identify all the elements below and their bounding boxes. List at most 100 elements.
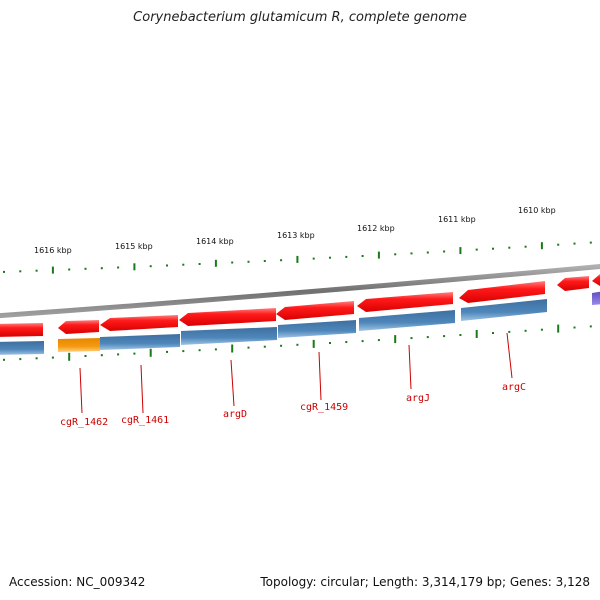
inner-minor-tick	[280, 344, 283, 347]
outer-minor-tick	[508, 246, 511, 249]
outer-minor-tick	[361, 255, 364, 257]
outer-major-tick	[459, 247, 462, 255]
gene-forward-3[interactable]	[100, 315, 178, 331]
accession-text: Accession: NC_009342	[9, 575, 146, 589]
inner-minor-tick	[426, 336, 429, 339]
inner-minor-tick	[377, 339, 380, 342]
inner-minor-tick	[263, 345, 266, 348]
outer-major-tick	[214, 259, 217, 267]
inner-major-tick	[231, 344, 234, 353]
gene-forward-6[interactable]	[357, 292, 453, 312]
inner-minor-tick	[214, 348, 217, 351]
inner-major-tick	[312, 339, 315, 348]
inner-minor-tick	[524, 329, 527, 332]
outer-minor-tick	[68, 268, 71, 271]
inner-minor-tick	[133, 352, 136, 355]
gene-other-1[interactable]	[592, 291, 600, 305]
gene-forward-9[interactable]	[592, 273, 600, 286]
scale-label-1611: 1611 kbp	[438, 215, 476, 224]
outer-major-tick	[377, 251, 380, 259]
outer-major-tick	[296, 255, 299, 263]
outer-minor-tick	[443, 250, 446, 253]
inner-minor-tick	[508, 330, 511, 333]
gene-label-cgR-1459: cgR_1459	[300, 402, 348, 413]
inner-scale-ticks	[3, 324, 592, 361]
outer-minor-tick	[84, 267, 87, 270]
gene-label-cgR-1462: cgR_1462	[60, 417, 108, 428]
gene-argJ[interactable]	[359, 310, 455, 331]
outer-minor-tick	[557, 243, 560, 246]
gene-label-argD: argD	[223, 409, 247, 420]
gene-cgR-1459[interactable]	[278, 320, 356, 338]
inner-minor-tick	[198, 349, 201, 352]
outer-minor-tick	[198, 263, 201, 265]
outer-minor-tick	[3, 270, 5, 273]
outer-minor-tick	[426, 251, 429, 254]
outer-minor-tick	[100, 267, 103, 270]
inner-major-tick	[557, 324, 560, 333]
inner-minor-tick	[100, 354, 103, 357]
outer-minor-tick	[166, 264, 168, 267]
outer-minor-tick	[475, 248, 478, 251]
gene-cgR-1462[interactable]	[58, 338, 100, 352]
inner-minor-tick	[361, 340, 364, 343]
inner-major-tick	[149, 348, 152, 357]
inner-minor-tick	[117, 353, 120, 356]
outer-minor-tick	[182, 263, 185, 266]
inner-minor-tick	[3, 358, 5, 361]
gene-forward-4[interactable]	[179, 308, 276, 326]
scale-label-1613: 1613 kbp	[277, 231, 315, 240]
inner-minor-tick	[459, 334, 462, 336]
inner-minor-tick	[51, 356, 54, 359]
inner-minor-tick	[443, 335, 446, 338]
inner-minor-tick	[35, 357, 38, 360]
scale-label-1610: 1610 kbp	[518, 206, 556, 215]
gene-label-cgR-1461: cgR_1461	[121, 415, 169, 426]
outer-minor-tick	[247, 260, 250, 263]
genome-backbone	[0, 263, 600, 319]
gene-forward-8[interactable]	[557, 276, 589, 291]
outer-minor-tick	[573, 242, 576, 245]
inner-minor-tick	[19, 358, 22, 361]
outer-minor-tick	[231, 261, 234, 264]
gene-forward-5[interactable]	[276, 301, 354, 320]
genome-summary-text: Topology: circular; Length: 3,314,179 bp…	[260, 575, 590, 589]
inner-minor-tick	[329, 342, 331, 344]
inner-minor-tick	[492, 332, 494, 334]
gene-argC[interactable]	[461, 299, 547, 321]
outer-minor-tick	[394, 253, 397, 256]
inner-minor-tick	[84, 355, 87, 357]
forward-strand-genes	[0, 273, 600, 337]
gene-labels: cgR_1462 cgR_1461 argD cgR_1459 argJ arg…	[60, 382, 526, 428]
outer-major-tick	[133, 263, 136, 271]
gene-forward-2[interactable]	[58, 320, 99, 334]
map-title: Corynebacterium glutamicum R, complete g…	[133, 10, 467, 25]
outer-major-tick	[51, 266, 54, 274]
outer-minor-tick	[589, 241, 592, 244]
gene-label-argJ: argJ	[406, 393, 430, 404]
inner-minor-tick	[345, 341, 348, 343]
outer-minor-tick	[492, 247, 494, 250]
outer-minor-tick	[149, 265, 152, 268]
outer-minor-tick	[329, 256, 331, 259]
gene-argD[interactable]	[181, 327, 277, 345]
inner-minor-tick	[166, 350, 168, 353]
gene-reverse-1[interactable]	[0, 341, 44, 355]
gene-label-leaders	[79, 332, 513, 414]
outer-scale-ticks	[3, 241, 592, 274]
gene-forward-1[interactable]	[0, 323, 43, 337]
inner-minor-tick	[247, 346, 250, 349]
scale-labels: 1616 kbp 1615 kbp 1614 kbp 1613 kbp 1612…	[34, 206, 556, 255]
inner-minor-tick	[573, 326, 576, 329]
inner-major-tick	[394, 335, 397, 344]
gene-cgR-1461[interactable]	[100, 334, 180, 350]
reverse-strand-genes	[0, 291, 600, 355]
gene-forward-7[interactable]	[459, 281, 545, 303]
scale-label-1616: 1616 kbp	[34, 246, 72, 255]
outer-minor-tick	[410, 252, 413, 255]
outer-minor-tick	[35, 269, 38, 272]
scale-label-1612: 1612 kbp	[357, 224, 395, 233]
outer-minor-tick	[117, 266, 120, 269]
inner-major-tick	[475, 330, 478, 338]
outer-minor-tick	[280, 259, 283, 262]
